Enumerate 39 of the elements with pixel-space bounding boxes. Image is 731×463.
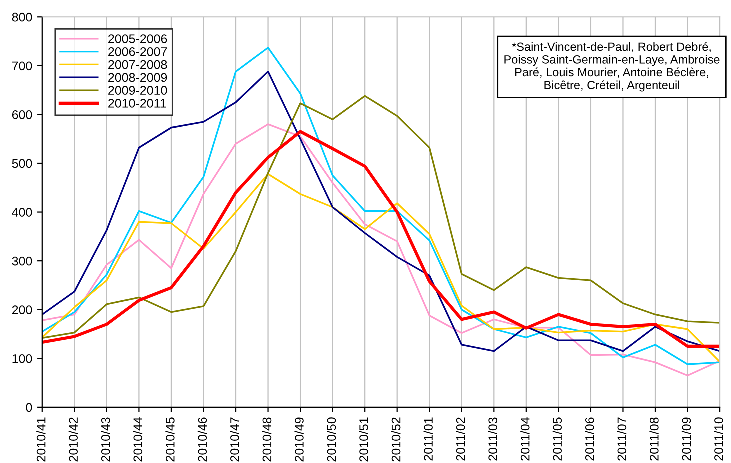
x-tick-label: 2010/49 [294,418,304,462]
x-tick-label: 2010/43 [101,418,110,462]
y-tick-label: 200 [12,306,32,315]
annotation: *Saint-Vincent-de-Paul, Robert Debré, Poissy Saint-Germain-en-Laye, Ambroise Paré, Louis Mourier, Antoine Béclère, Bicêtre, Créteil, Argenteuil [504,42,720,92]
y-tick-label: 0 [26,403,32,412]
x-tick-label: 2011/02 [456,418,466,461]
x-tick-label: 2010/46 [198,418,208,462]
y-tick-label: 500 [12,159,32,168]
x-tick-label: 2010/42 [68,418,78,462]
legend-label: 2009-2010 [108,86,168,96]
y-tick-label: 100 [12,354,32,364]
x-tick-label: 2011/07 [617,418,627,461]
y-tick-label: 600 [12,110,32,120]
y-tick-label: 700 [12,62,32,71]
x-tick-label: 2010/41 [36,418,46,462]
x-tick-label: 2010/52 [392,418,401,462]
line-series [42,173,720,363]
x-tick-label: 2011/04 [520,418,530,461]
legend-label: 2010-2011 [108,99,166,108]
y-tick-label: 300 [12,256,32,266]
x-tick-label: 2011/05 [552,418,562,461]
x-tick-label: 2010/47 [230,418,240,462]
y-tick-label: 800 [12,12,32,22]
x-tick-label: 2010/51 [359,418,368,462]
legend-label: 2006-2007 [108,47,168,56]
x-tick-label: 2011/08 [650,418,659,461]
legend-label: 2007-2008 [108,60,168,70]
x-tick-label: 2011/10 [714,418,724,461]
y-tick-label: 400 [12,208,32,217]
legend-label: 2008-2009 [108,73,168,82]
x-tick-label: 2010/45 [166,418,175,462]
x-tick-label: 2011/01 [424,418,433,461]
legend-label: 2005-2006 [108,34,168,44]
x-tick-label: 2011/06 [585,418,594,461]
x-tick-label: 2010/48 [262,418,272,462]
x-tick-label: 2010/50 [326,418,336,462]
x-tick-label: 2011/03 [488,418,498,461]
x-tick-label: 2010/44 [133,418,143,462]
x-tick-label: 2011/09 [682,418,692,461]
